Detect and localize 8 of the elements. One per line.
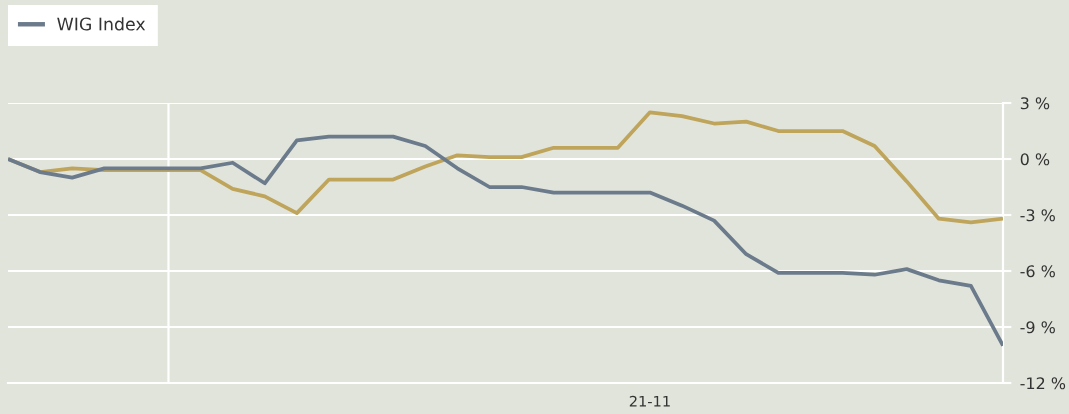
y-tick-label: -12 % [1020,377,1066,390]
y-tick-label: 0 % [1020,153,1050,166]
y-tick-label: -9 % [1020,321,1055,334]
y-tick-label: -3 % [1020,209,1055,222]
y-tick-label: 3 % [1020,97,1050,110]
y-tick-label: -6 % [1020,265,1055,278]
legend-label: WIG Index [57,17,146,31]
x-tick-label: 21-11 [629,395,670,407]
